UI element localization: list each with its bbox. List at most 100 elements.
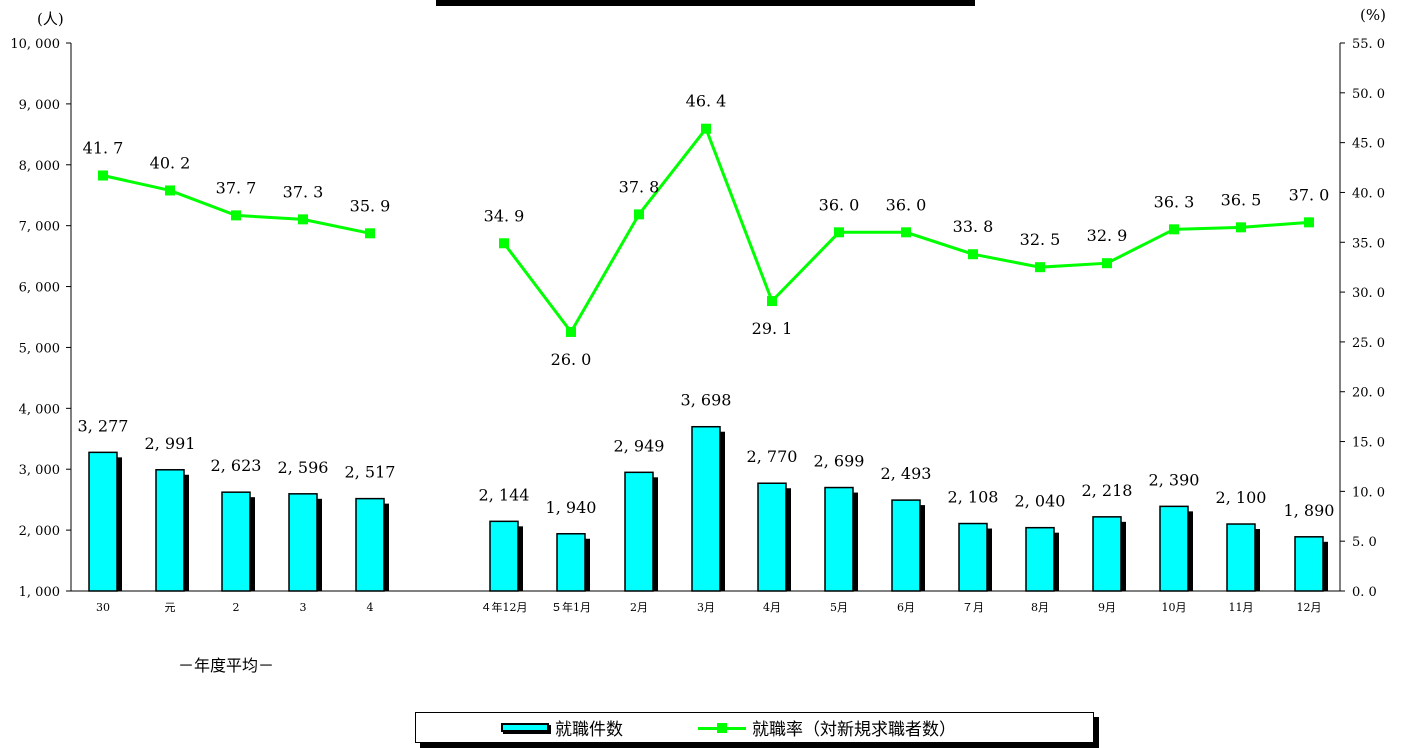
rate-line-marker: [767, 296, 777, 307]
period-label: －年度平均－: [178, 656, 275, 675]
rate-line-marker: [165, 185, 175, 196]
x-category-label: 2: [233, 601, 240, 614]
bar: [355, 497, 385, 592]
rate-value-label: 37. 0: [1289, 185, 1330, 204]
rate-line-marker: [499, 238, 509, 249]
right-axis-tick-label: 25. 0: [1352, 336, 1385, 351]
x-category-label: 3月: [697, 601, 715, 614]
rate-line-marker: [834, 227, 844, 238]
bar: [155, 469, 185, 592]
bar-value-label: 1, 890: [1284, 501, 1335, 520]
rate-value-label: 34. 9: [484, 206, 525, 225]
bar: [958, 522, 988, 592]
bar-value-label: 1, 940: [546, 498, 597, 517]
title-bar: [436, 0, 975, 6]
bar-value-label: 2, 699: [814, 452, 865, 471]
right-axis-tick-label: 0. 0: [1352, 585, 1377, 600]
left-axis-tick-label: 9, 000: [19, 98, 60, 113]
bar: [624, 471, 654, 592]
bar: [891, 499, 921, 592]
rate-line-marker: [298, 214, 308, 225]
bar: [824, 486, 854, 592]
bar: [221, 491, 251, 592]
bar-value-label: 3, 277: [78, 416, 129, 435]
rate-line-marker: [1236, 222, 1246, 233]
rate-value-label: 46. 4: [686, 92, 727, 111]
x-category-label: 2月: [630, 601, 648, 614]
bar: [1294, 536, 1324, 592]
right-axis-tick-label: 35. 0: [1352, 236, 1385, 251]
right-axis-tick-label: 40. 0: [1352, 186, 1385, 201]
rate-value-label: 33. 8: [953, 217, 994, 236]
rate-value-label: 37. 7: [216, 178, 257, 197]
legend: 就職件数 就職率（対新規求職者数）: [415, 712, 1094, 743]
right-axis-unit: (%): [1360, 6, 1386, 24]
bar-value-label: 2, 949: [614, 436, 665, 455]
rate-value-label: 29. 1: [752, 319, 793, 338]
rate-value-label: 35. 9: [350, 196, 391, 215]
rate-line-marker: [1169, 224, 1179, 235]
x-category-label: 元: [165, 601, 176, 614]
rate-line-marker: [1035, 262, 1045, 273]
x-category-label: 9月: [1098, 601, 1116, 614]
bar-value-label: 2, 218: [1082, 481, 1133, 500]
legend-line-swatch: [698, 722, 746, 734]
bar: [1159, 505, 1189, 592]
rate-line-marker: [98, 170, 108, 181]
x-category-label: ４年12月: [481, 600, 528, 614]
legend-bar-swatch: [501, 723, 549, 732]
bar: [1025, 526, 1055, 592]
rate-line-marker: [231, 210, 241, 221]
bar: [288, 493, 318, 592]
bar-value-label: 2, 517: [345, 463, 396, 482]
left-axis-tick-label: 3, 000: [19, 463, 60, 478]
left-axis-tick-label: 4, 000: [19, 402, 60, 417]
rate-line-marker: [566, 326, 576, 337]
bar-value-label: 2, 040: [1015, 492, 1066, 511]
right-axis-tick-label: 55. 0: [1352, 37, 1385, 52]
right-axis-tick-label: 20. 0: [1352, 386, 1385, 401]
legend-line-label: 就職率（対新規求職者数）: [752, 720, 956, 740]
legend-bar-label: 就職件数: [555, 720, 623, 740]
rate-value-label: 32. 9: [1087, 226, 1128, 245]
bar-value-label: 2, 596: [278, 458, 329, 477]
right-axis-tick-label: 5. 0: [1352, 535, 1377, 550]
x-category-label: 30: [96, 601, 110, 614]
x-category-label: 10月: [1162, 601, 1187, 614]
x-category-label: 11月: [1229, 601, 1254, 614]
x-category-label: 6月: [897, 601, 915, 614]
left-axis-unit: (人): [37, 10, 64, 28]
bar-value-label: 2, 623: [211, 456, 262, 475]
rate-value-label: 37. 8: [619, 177, 660, 196]
rate-value-label: 40. 2: [150, 153, 191, 172]
right-axis-tick-label: 45. 0: [1352, 137, 1385, 152]
rate-value-label: 37. 3: [283, 182, 324, 201]
rate-line-marker: [1102, 258, 1112, 269]
rate-value-label: 26. 0: [551, 350, 592, 369]
bar: [757, 482, 787, 592]
rate-line-marker: [701, 123, 711, 134]
rate-line-marker: [1304, 217, 1314, 228]
bar-value-label: 2, 100: [1216, 488, 1267, 507]
rate-value-label: 36. 5: [1221, 190, 1262, 209]
x-category-label: ７月: [962, 601, 984, 614]
left-axis-tick-label: 2, 000: [19, 524, 60, 539]
right-axis-tick-label: 15. 0: [1352, 436, 1385, 451]
bar-value-label: 2, 390: [1149, 470, 1200, 489]
left-axis-tick-label: 5, 000: [19, 341, 60, 356]
bar-value-label: 2, 493: [881, 464, 932, 483]
right-axis-tick-label: 10. 0: [1352, 485, 1385, 500]
rate-value-label: 36. 3: [1154, 192, 1195, 211]
x-category-label: 4: [367, 601, 374, 614]
bar: [489, 520, 519, 592]
rate-value-label: 36. 0: [886, 195, 927, 214]
left-axis-tick-label: 8, 000: [19, 159, 60, 174]
bar: [88, 451, 118, 592]
bar: [1226, 523, 1256, 592]
x-category-label: 5月: [830, 601, 848, 614]
x-category-label: ５年1月: [551, 600, 591, 614]
x-category-label: 12月: [1297, 601, 1322, 614]
left-axis-tick-label: 6, 000: [19, 281, 60, 296]
left-axis-tick-label: 10, 000: [10, 37, 60, 52]
